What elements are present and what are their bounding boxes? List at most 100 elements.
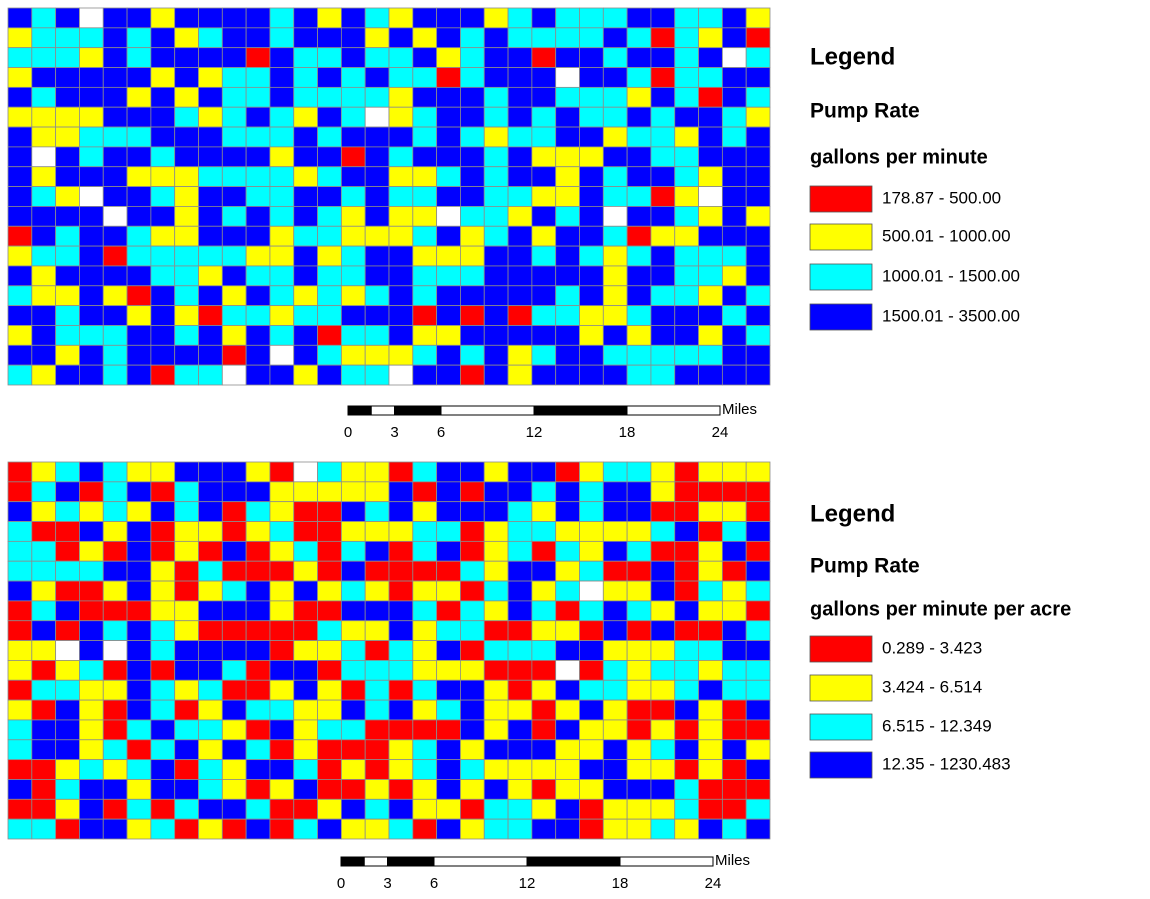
grid-cell: [198, 540, 223, 562]
map-panel: Legend Pump Rate gallons per minute per ac…: [7, 461, 1071, 892]
grid-cell: [55, 779, 80, 800]
grid-cell: [388, 225, 414, 247]
grid-cell: [555, 759, 580, 780]
grid-cell: [317, 27, 342, 49]
grid-cell: [55, 580, 80, 602]
grid-cell: [745, 126, 771, 148]
grid-cell: [150, 265, 176, 287]
grid-cell: [174, 779, 199, 800]
grid-cell: [364, 265, 390, 287]
grid-cell: [150, 759, 176, 780]
legend-swatch: [809, 303, 873, 331]
grid-cell: [388, 620, 414, 641]
grid-cell: [745, 818, 771, 840]
grid-cell: [55, 225, 80, 247]
grid-cell: [55, 27, 80, 49]
grid-cell: [412, 146, 438, 168]
grid-cell: [364, 779, 390, 800]
grid-cell: [555, 560, 580, 582]
grid-cell: [79, 166, 104, 187]
grid-cell: [293, 27, 318, 49]
grid-cell: [31, 699, 57, 721]
grid-cell: [221, 305, 247, 326]
grid-cell: [317, 126, 342, 148]
grid-cell: [698, 600, 723, 622]
grid-cell: [174, 106, 199, 128]
grid-cell: [745, 560, 771, 582]
grid-cell: [674, 699, 699, 721]
grid-cell: [412, 719, 438, 741]
grid-cell: [531, 620, 557, 641]
grid-cell: [317, 660, 342, 681]
grid-cell: [483, 225, 509, 247]
legend-label: 178.87 - 500.00: [882, 188, 1001, 207]
grid-cell: [555, 166, 580, 187]
grid-cell: [126, 225, 152, 247]
grid-cell: [198, 325, 223, 346]
grid-cell: [579, 660, 604, 681]
grid-cell: [150, 344, 176, 366]
grid-cell: [388, 759, 414, 780]
grid-cell: [483, 146, 509, 168]
grid-cell: [269, 481, 295, 503]
grid-cell: [507, 679, 533, 701]
grid-cell: [269, 521, 295, 542]
grid-cell: [174, 679, 199, 701]
grid-cell: [7, 7, 33, 29]
grid-cell: [55, 660, 80, 681]
grid-cell: [55, 798, 80, 820]
grid-cell: [579, 759, 604, 780]
grid-cell: [102, 640, 128, 661]
grid-cell: [745, 245, 771, 267]
grid-cell: [579, 265, 604, 287]
grid-cell: [698, 481, 723, 503]
grid-cell: [126, 325, 152, 346]
grid-cell: [579, 798, 604, 820]
grid-cell: [79, 739, 104, 761]
grid-cell: [721, 818, 747, 840]
grid-cell: [674, 364, 699, 386]
grid-cell: [721, 245, 747, 267]
grid-cell: [602, 719, 628, 741]
grid-cell: [198, 759, 223, 780]
scale-label: 24: [705, 875, 722, 892]
grid-cell: [555, 364, 580, 386]
grid-cell: [198, 27, 223, 49]
grid-cell: [460, 27, 485, 49]
grid-cell: [174, 481, 199, 503]
grid-cell: [55, 146, 80, 168]
grid-cell: [531, 106, 557, 128]
grid-cell: [650, 27, 676, 49]
grid-cell: [126, 364, 152, 386]
grid-cell: [245, 126, 271, 148]
grid-cell: [269, 126, 295, 148]
grid-cell: [31, 86, 57, 108]
grid-cell: [317, 364, 342, 386]
legend-heading: Legend: [810, 43, 895, 70]
grid-cell: [555, 325, 580, 346]
grid-cell: [483, 305, 509, 326]
grid-cell: [388, 699, 414, 721]
grid-cell: [507, 560, 533, 582]
grid-cell: [555, 620, 580, 641]
grid-cell: [626, 640, 652, 661]
grid-cell: [221, 779, 247, 800]
grid-cell: [269, 699, 295, 721]
grid-cell: [7, 186, 33, 207]
grid-cell: [31, 798, 57, 820]
grid-cell: [483, 265, 509, 287]
grid-cell: [698, 640, 723, 661]
grid-cell: [412, 600, 438, 622]
grid-cell: [293, 779, 318, 800]
scale-label: 12: [519, 875, 536, 892]
grid-cell: [150, 166, 176, 187]
grid-cell: [317, 7, 342, 29]
grid-cell: [198, 146, 223, 168]
grid-cell: [483, 166, 509, 187]
grid-cell: [412, 225, 438, 247]
grid-cell: [674, 225, 699, 247]
grid-cell: [602, 779, 628, 800]
grid-cell: [698, 699, 723, 721]
scale-segment: [433, 856, 528, 867]
grid-cell: [102, 245, 128, 267]
